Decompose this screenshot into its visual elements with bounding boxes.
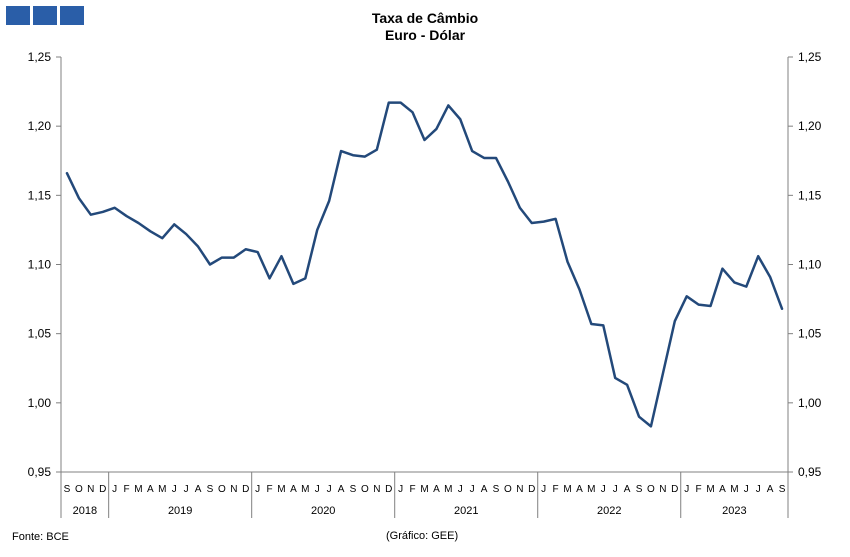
x-month-label: S <box>207 484 214 495</box>
x-month-label: M <box>730 484 738 495</box>
x-month-label: M <box>158 484 166 495</box>
x-month-label: A <box>481 484 488 495</box>
x-month-label: O <box>361 484 369 495</box>
x-month-label: J <box>470 484 475 495</box>
y-tick-label-right: 1,10 <box>798 258 822 272</box>
y-tick-label-left: 0,95 <box>28 465 52 479</box>
x-year-label: 2019 <box>168 505 192 517</box>
x-month-label: A <box>433 484 440 495</box>
x-year-label: 2023 <box>722 505 746 517</box>
x-month-label: J <box>458 484 463 495</box>
x-month-label: S <box>493 484 500 495</box>
chart-title: Taxa de Câmbio <box>371 10 479 26</box>
x-year-label: 2020 <box>311 505 335 517</box>
x-month-label: O <box>504 484 512 495</box>
x-year-label: 2018 <box>73 505 97 517</box>
x-month-label: A <box>147 484 154 495</box>
y-tick-label-left: 1,10 <box>28 258 52 272</box>
x-month-label: M <box>420 484 428 495</box>
x-month-label: N <box>230 484 237 495</box>
x-month-label: A <box>624 484 631 495</box>
x-month-label: M <box>444 484 452 495</box>
x-month-label: J <box>315 484 320 495</box>
x-month-label: D <box>671 484 678 495</box>
x-month-label: J <box>184 484 189 495</box>
institution-logo-icon <box>6 6 84 25</box>
x-month-label: N <box>659 484 666 495</box>
x-month-label: N <box>373 484 380 495</box>
y-tick-label-right: 1,05 <box>798 327 822 341</box>
x-month-label: A <box>719 484 726 495</box>
x-month-label: O <box>218 484 226 495</box>
x-month-label: J <box>613 484 618 495</box>
x-year-label: 2022 <box>597 505 621 517</box>
x-month-label: S <box>64 484 71 495</box>
x-month-label: A <box>576 484 583 495</box>
x-month-label: J <box>255 484 260 495</box>
y-tick-label-right: 1,20 <box>798 119 822 133</box>
x-month-label: F <box>553 484 559 495</box>
x-month-label: M <box>134 484 142 495</box>
x-month-label: A <box>767 484 774 495</box>
y-tick-label-right: 1,15 <box>798 188 822 202</box>
x-month-label: J <box>112 484 117 495</box>
x-month-label: F <box>696 484 702 495</box>
x-month-label: F <box>267 484 273 495</box>
x-month-label: M <box>301 484 309 495</box>
x-month-label: J <box>601 484 606 495</box>
chart-title-block: Taxa de Câmbio Euro - Dólar <box>0 10 850 44</box>
x-month-label: O <box>647 484 655 495</box>
x-month-label: O <box>75 484 83 495</box>
chart-credit: (Gráfico: GEE) <box>386 530 459 542</box>
source-note: Fonte: BCE <box>12 531 69 543</box>
y-tick-label-left: 1,05 <box>28 327 52 341</box>
y-tick-label-left: 1,00 <box>28 396 52 410</box>
x-month-label: F <box>410 484 416 495</box>
x-month-label: M <box>706 484 714 495</box>
x-month-label: M <box>587 484 595 495</box>
logo-block <box>33 6 57 25</box>
x-month-label: M <box>277 484 285 495</box>
y-tick-label-right: 1,25 <box>798 50 822 64</box>
x-month-label: J <box>327 484 332 495</box>
y-tick-label-left: 1,25 <box>28 50 52 64</box>
x-month-label: D <box>385 484 392 495</box>
x-month-label: J <box>744 484 749 495</box>
chart-subtitle: Euro - Dólar <box>384 27 466 43</box>
series-line <box>65 101 784 428</box>
x-month-label: D <box>528 484 535 495</box>
x-month-label: A <box>290 484 297 495</box>
x-month-label: J <box>684 484 689 495</box>
logo-block <box>6 6 30 25</box>
x-month-label: S <box>636 484 643 495</box>
x-month-label: A <box>195 484 202 495</box>
y-tick-label-right: 0,95 <box>798 465 822 479</box>
x-month-label: M <box>563 484 571 495</box>
x-month-label: D <box>99 484 106 495</box>
x-month-label: J <box>172 484 177 495</box>
x-month-label: J <box>756 484 761 495</box>
x-month-label: S <box>779 484 786 495</box>
x-month-label: D <box>242 484 249 495</box>
x-month-label: N <box>87 484 94 495</box>
x-year-label: 2021 <box>454 505 478 517</box>
y-tick-label-left: 1,20 <box>28 119 52 133</box>
y-tick-label-right: 1,00 <box>798 396 822 410</box>
x-month-label: J <box>398 484 403 495</box>
logo-block <box>60 6 84 25</box>
x-month-label: A <box>338 484 345 495</box>
x-month-label: J <box>541 484 546 495</box>
x-month-label: N <box>516 484 523 495</box>
y-tick-label-left: 1,15 <box>28 188 52 202</box>
x-month-label: F <box>123 484 129 495</box>
x-month-label: S <box>350 484 357 495</box>
